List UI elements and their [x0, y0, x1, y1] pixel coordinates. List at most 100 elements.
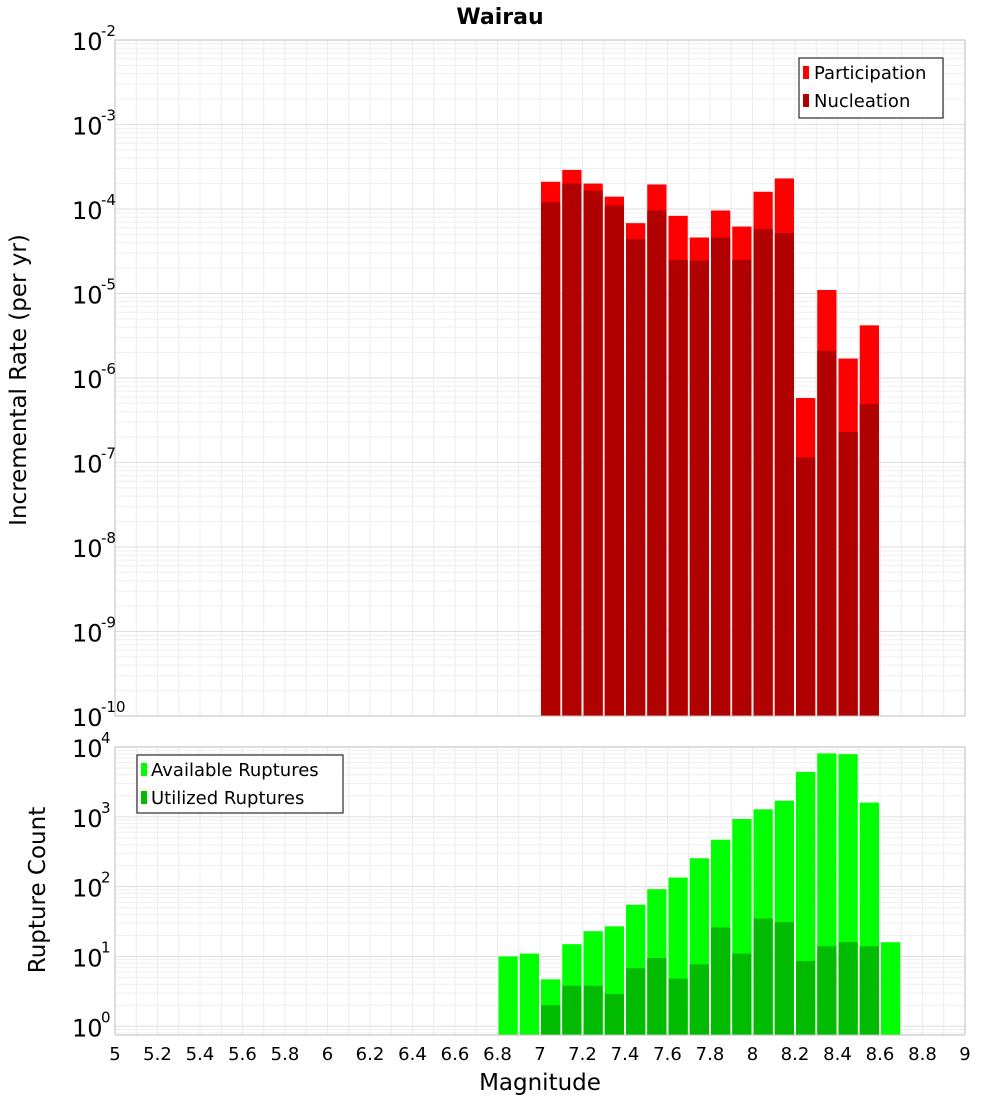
y-tick-base: 10: [72, 805, 103, 833]
x-tick-label: 5: [109, 1044, 120, 1065]
top-y-tick-label: 10-7: [72, 445, 116, 479]
bottom-y-tick-label: 101: [72, 938, 111, 972]
y-tick-exponent: 1: [101, 938, 111, 956]
y-tick-exponent: -8: [101, 529, 116, 547]
top-y-tick-label: 10-8: [72, 529, 116, 563]
legend-label-utilized-ruptures: Utilized Ruptures: [151, 788, 304, 809]
top-y-tick-label: 10-2: [72, 22, 116, 56]
y-tick-exponent: -3: [101, 107, 116, 125]
y-tick-base: 10: [72, 366, 103, 394]
x-tick-label: 8.6: [866, 1044, 895, 1065]
x-tick-label: 6.2: [356, 1044, 385, 1065]
y-tick-base: 10: [72, 704, 103, 732]
top-y-tick-label: 10-4: [72, 191, 116, 225]
x-tick-label: 8.2: [781, 1044, 810, 1065]
y-tick-exponent: -9: [101, 614, 116, 632]
bottom-legend: Available Ruptures Utilized Ruptures: [136, 754, 344, 814]
top-plot-grid: [114, 39, 966, 717]
x-tick-label: 9: [959, 1044, 970, 1065]
x-tick-label: 7.8: [696, 1044, 725, 1065]
y-tick-base: 10: [72, 28, 103, 56]
y-tick-exponent: 4: [101, 729, 111, 747]
x-tick-label: 6.8: [483, 1044, 512, 1065]
legend-swatch-nucleation: [803, 94, 809, 107]
top-y-ticks: 10-210-310-410-510-610-710-810-910-10: [72, 22, 126, 732]
top-bar-nucleation: [796, 457, 816, 716]
legend-swatch-utilized-ruptures: [141, 791, 147, 804]
top-bar-nucleation: [732, 259, 752, 716]
bottom-bar-available-ruptures: [519, 953, 539, 1035]
y-tick-exponent: 0: [101, 1008, 111, 1026]
x-tick-label: 7.2: [568, 1044, 597, 1065]
bottom-bar-utilized-ruptures: [626, 968, 646, 1035]
y-tick-base: 10: [72, 197, 103, 225]
top-bar-nucleation: [647, 210, 667, 716]
x-tick-label: 8: [747, 1044, 758, 1065]
bottom-bar-utilized-ruptures: [838, 942, 858, 1035]
legend-label-participation: Participation: [814, 63, 926, 84]
legend-swatch-available-ruptures: [141, 763, 147, 776]
y-tick-exponent: -10: [101, 698, 126, 716]
y-tick-exponent: -4: [101, 191, 116, 209]
bottom-y-tick-label: 103: [72, 799, 111, 833]
top-bar-nucleation: [711, 237, 731, 717]
bottom-bar-utilized-ruptures: [859, 946, 879, 1035]
bottom-bar-utilized-ruptures: [689, 964, 709, 1035]
bottom-plot-bars: [498, 753, 901, 1035]
x-tick-label: 7: [534, 1044, 545, 1065]
y-tick-exponent: -6: [101, 360, 116, 378]
bottom-bar-utilized-ruptures: [541, 1005, 561, 1035]
x-tick-label: 5.8: [271, 1044, 300, 1065]
x-tick-label: 5.4: [186, 1044, 215, 1065]
bottom-bar-utilized-ruptures: [668, 978, 688, 1035]
y-tick-base: 10: [72, 1014, 103, 1042]
top-bar-nucleation: [562, 183, 582, 716]
y-tick-base: 10: [72, 282, 103, 310]
top-bar-nucleation: [583, 190, 603, 716]
bottom-bar-utilized-ruptures: [604, 993, 624, 1035]
bottom-bar-utilized-ruptures: [647, 958, 667, 1035]
x-tick-label: 6.6: [441, 1044, 470, 1065]
top-bar-nucleation: [817, 350, 837, 716]
y-tick-exponent: -2: [101, 22, 116, 40]
x-tick-label: 6.4: [398, 1044, 427, 1065]
bottom-bar-utilized-ruptures: [796, 961, 816, 1035]
bottom-bar-available-ruptures: [498, 956, 518, 1035]
y-tick-exponent: -5: [101, 276, 116, 294]
bottom-legend-box: [136, 754, 344, 814]
x-tick-label: 5.2: [143, 1044, 172, 1065]
bottom-y-axis-label: Rupture Count: [25, 807, 51, 973]
chart-title: Wairau: [456, 5, 543, 30]
top-y-tick-label: 10-10: [72, 698, 126, 732]
x-tick-label: 7.6: [653, 1044, 682, 1065]
bottom-bar-utilized-ruptures: [753, 918, 773, 1035]
top-bar-nucleation: [689, 260, 709, 716]
top-bar-nucleation: [626, 239, 646, 717]
y-tick-base: 10: [72, 451, 103, 479]
y-tick-base: 10: [72, 735, 103, 763]
x-tick-label: 6: [322, 1044, 333, 1065]
x-tick-label: 7.4: [611, 1044, 640, 1065]
bottom-bar-available-ruptures: [881, 942, 901, 1035]
top-y-tick-label: 10-6: [72, 360, 116, 394]
top-bar-nucleation: [774, 232, 794, 716]
top-bar-nucleation: [541, 202, 561, 716]
top-y-tick-label: 10-9: [72, 614, 116, 648]
bottom-bar-utilized-ruptures: [711, 927, 731, 1035]
top-plot-frame: [114, 39, 966, 717]
bottom-y-tick-label: 100: [72, 1008, 111, 1042]
bottom-plot-frame: [114, 746, 966, 1036]
y-tick-base: 10: [72, 535, 103, 563]
legend-label-nucleation: Nucleation: [814, 91, 910, 112]
top-y-axis-label: Incremental Rate (per yr): [6, 234, 32, 526]
y-tick-exponent: 3: [101, 799, 111, 817]
legend-swatch-participation: [803, 66, 809, 79]
y-tick-exponent: -7: [101, 445, 116, 463]
x-axis-ticks: 5 5.2 5.4 5.6 5.8 6 6.2 6.4 6.6 6.8 7 7.2 7.4 7.6 7.8 8…: [109, 1044, 970, 1065]
bottom-bar-utilized-ruptures: [562, 985, 582, 1035]
bottom-y-tick-label: 102: [72, 869, 111, 903]
y-tick-base: 10: [72, 875, 103, 903]
legend-label-available-ruptures: Available Ruptures: [151, 760, 319, 781]
